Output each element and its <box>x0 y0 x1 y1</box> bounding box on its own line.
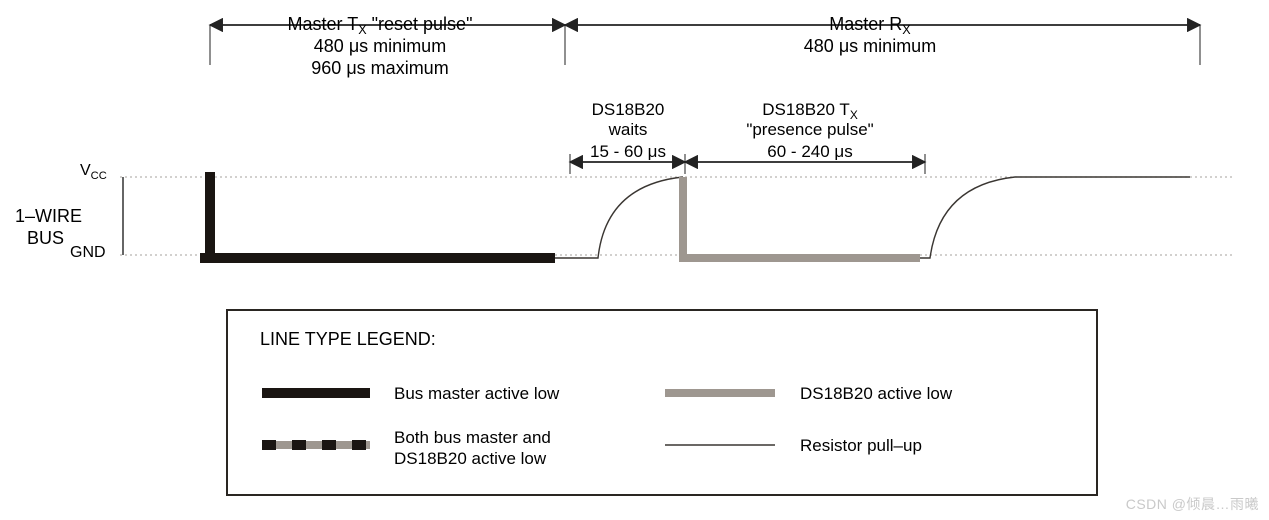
waits-l1: DS18B20 <box>592 100 665 119</box>
rx-label-2: 480 μs minimum <box>804 36 936 56</box>
waits-l3: 15 - 60 μs <box>590 142 666 161</box>
legend-label-2: DS18B20 active low <box>800 384 953 403</box>
vcc-label: VCC <box>80 162 107 182</box>
gnd-label: GND <box>70 244 106 261</box>
pullup-curve-2 <box>920 177 1190 258</box>
legend-label-0: Bus master active low <box>394 384 560 403</box>
presence-l3: 60 - 240 μs <box>767 142 852 161</box>
rx-label-1: Master RX <box>829 14 911 37</box>
legend-title: LINE TYPE LEGEND: <box>260 329 436 349</box>
bus-label-1: 1–WIRE <box>15 206 82 226</box>
tx-label-1: Master TX "reset pulse" <box>288 14 473 37</box>
presence-l1: DS18B20 TX <box>762 100 858 122</box>
legend-label-1a: Both bus master and <box>394 428 551 447</box>
watermark: CSDN @倾晨…雨曦 <box>1126 494 1259 514</box>
bus-label-2: BUS <box>27 228 64 248</box>
tx-label-2: 480 μs minimum <box>314 36 446 56</box>
waits-l2: waits <box>608 120 648 139</box>
pullup-curve-1 <box>555 177 683 258</box>
legend-label-3: Resistor pull–up <box>800 436 922 455</box>
presence-l2: "presence pulse" <box>746 120 873 139</box>
legend-label-1b: DS18B20 active low <box>394 449 547 468</box>
tx-label-3: 960 μs maximum <box>311 58 448 78</box>
